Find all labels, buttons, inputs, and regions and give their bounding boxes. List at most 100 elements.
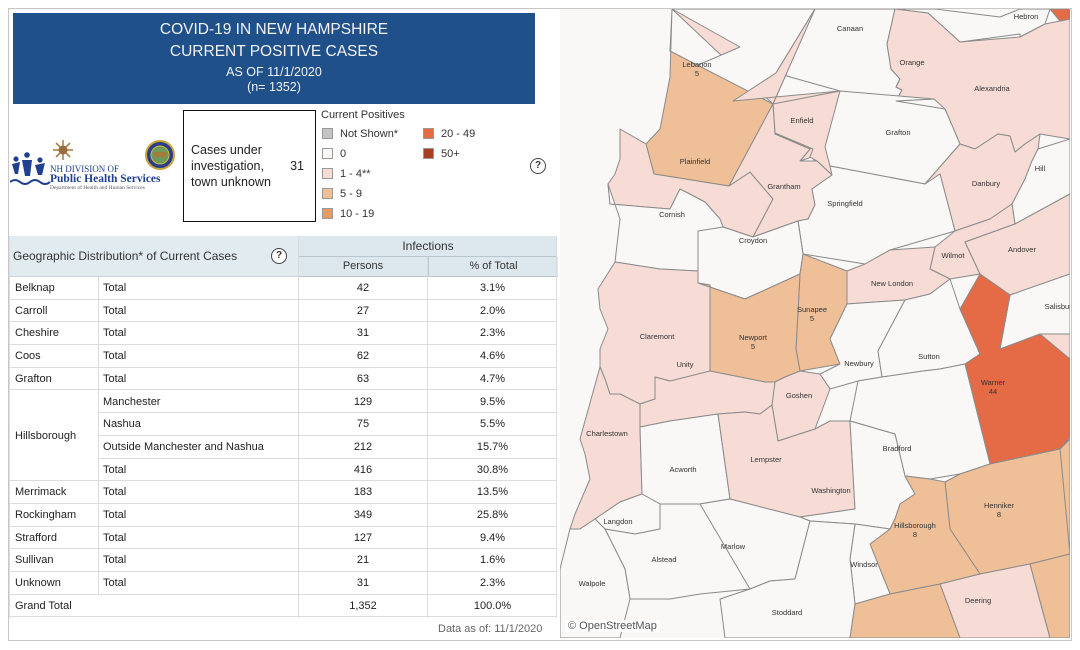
persons-column-header[interactable]: Persons <box>299 257 427 277</box>
legend-label: Not Shown* <box>340 127 399 140</box>
county-cell: Coos <box>15 350 41 363</box>
table-row[interactable]: Coos Total 62 4.6% <box>9 345 557 368</box>
cases-under-investigation-value: 31 <box>290 159 304 173</box>
subgroup-cell: Total <box>103 577 127 590</box>
legend-label: 50+ <box>441 147 460 160</box>
legend-item-50-plus[interactable]: 50+ <box>423 147 460 160</box>
table-row[interactable]: Total 416 30.8% <box>9 459 557 482</box>
logo-line-1: NH DIVISION OF <box>50 164 119 174</box>
town-region-deering[interactable] <box>939 563 1051 638</box>
persons-cell: 31 <box>356 327 370 340</box>
table-row[interactable]: Hillsborough Nashua 75 5.5% <box>9 413 557 442</box>
town-label: Plainfield <box>680 157 710 166</box>
legend-swatch <box>322 188 333 199</box>
persons-cell: 42 <box>356 282 370 294</box>
pct-cell: 9.5% <box>479 395 506 408</box>
town-label: Alexandria <box>974 84 1010 93</box>
table-help-icon[interactable]: ? <box>271 248 287 264</box>
town-region-seorange2[interactable] <box>849 583 961 638</box>
choropleth-map[interactable]: Canaan Lebanon 5 Orange Hebron Alexandria Enfi… <box>560 9 1070 638</box>
town-label: Hebron <box>1014 12 1039 21</box>
grand-total-row[interactable]: Grand Total 1,352 100.0% <box>9 595 557 618</box>
table-row[interactable]: Sullivan Total 21 1.6% <box>9 549 557 573</box>
table-row[interactable]: Merrimack Total 183 13.5% <box>9 481 557 504</box>
table-row[interactable]: Unknown Total 31 2.3% <box>9 572 557 595</box>
town-label: Claremont <box>640 332 676 341</box>
town-case-count: 5 <box>810 314 814 323</box>
map-svg[interactable]: CanaanLebanon5OrangeHebronAlexandriaEnfi… <box>560 9 1070 638</box>
town-label: Danbury <box>972 179 1001 188</box>
persons-cell: 75 <box>356 418 370 431</box>
title-line-1: COVID-19 IN NEW HAMPSHIRE <box>159 21 389 38</box>
table-row[interactable]: Belknap Total 42 3.1% <box>9 277 557 300</box>
town-case-count: 8 <box>913 530 917 539</box>
as-of-date: AS OF 11/1/2020 <box>226 65 322 79</box>
legend-item-20-49[interactable]: 20 - 49 <box>423 127 475 140</box>
openstreetmap-attribution[interactable]: © OpenStreetMap <box>565 620 660 632</box>
town-region-stoddard[interactable] <box>719 520 856 638</box>
subgroup-cell: Nashua <box>103 418 141 431</box>
town-label: Alstead <box>651 555 676 564</box>
subgroup-cell: Total <box>103 486 127 499</box>
pct-column-header[interactable]: % of Total <box>428 257 558 277</box>
persons-cell: 212 <box>353 440 373 453</box>
legend-help-icon[interactable]: ? <box>530 158 546 174</box>
persons-cell: 183 <box>353 486 373 499</box>
subgroup-cell: Total <box>103 350 127 363</box>
legend-label: 10 - 19 <box>340 207 375 220</box>
county-cell: Cheshire <box>15 327 60 340</box>
legend-swatch <box>322 128 333 139</box>
town-region-warner[interactable] <box>959 273 1070 465</box>
legend-item-5-9[interactable]: 5 - 9 <box>322 187 362 200</box>
subgroup-cell: Total <box>103 554 127 567</box>
town-label: Orange <box>899 58 924 67</box>
town-label: Henniker <box>984 501 1015 510</box>
pct-cell: 15.7% <box>476 440 509 453</box>
legend-swatch <box>423 128 434 139</box>
case-count: (n= 1352) <box>247 80 301 94</box>
table-row[interactable]: Strafford Total 127 9.4% <box>9 527 557 550</box>
town-label: Stoddard <box>772 608 802 617</box>
pct-cell: 4.7% <box>479 372 506 385</box>
pct-cell: 30.8% <box>476 463 509 476</box>
table-row[interactable]: Rockingham Total 349 25.8% <box>9 504 557 527</box>
subgroup-cell: Outside Manchester and Nashua <box>103 440 264 453</box>
town-label: Charlestown <box>586 429 628 438</box>
town-label: Washington <box>811 486 850 495</box>
table-row[interactable]: Cheshire Total 31 2.3% <box>9 322 557 346</box>
pct-cell: 25.8% <box>476 509 509 521</box>
town-label: Grafton <box>885 128 910 137</box>
subgroup-cell: Total <box>103 509 127 521</box>
county-cell: Carroll <box>15 304 48 317</box>
subgroup-cell: Total <box>103 372 127 385</box>
cases-under-investigation-label: Cases under investigation, town unknown <box>191 143 271 189</box>
table-row[interactable]: Manchester 129 9.5% <box>9 391 557 414</box>
table-row[interactable]: Carroll Total 27 2.0% <box>9 300 557 323</box>
cases-under-investigation-box: Cases under investigation, town unknown … <box>183 110 316 222</box>
subgroup-cell: Total <box>103 327 127 340</box>
legend-swatch <box>322 168 333 179</box>
town-region-acworth[interactable] <box>639 413 731 505</box>
row-divider <box>98 457 557 459</box>
town-label: Bradford <box>883 444 912 453</box>
table-title: Geographic Distribution* of Current Case… <box>13 249 238 263</box>
persons-cell: 63 <box>356 372 370 385</box>
town-region-seorange1[interactable] <box>1029 438 1070 638</box>
county-cell: Belknap <box>15 282 55 294</box>
legend-item-not-shown[interactable]: Not Shown* <box>322 127 398 140</box>
table-row[interactable]: Grafton Total 63 4.7% <box>9 368 557 391</box>
county-cell: Strafford <box>15 531 57 544</box>
town-label: Lempster <box>750 455 782 464</box>
persons-cell: 129 <box>353 395 373 408</box>
legend-swatch <box>423 148 434 159</box>
town-case-count: 8 <box>997 510 1001 519</box>
logo-line-2: Public Health Services <box>50 173 161 185</box>
town-label: Windsor <box>850 560 878 569</box>
grand-total-label: Grand Total <box>15 599 72 612</box>
table-row[interactable]: Outside Manchester and Nashua 212 15.7% <box>9 436 557 459</box>
legend-item-1-4[interactable]: 1 - 4** <box>322 167 371 180</box>
legend-item-10-19[interactable]: 10 - 19 <box>322 207 374 220</box>
town-region-edge[interactable] <box>1049 9 1070 22</box>
town-region-walpole[interactable] <box>560 518 631 638</box>
legend-item-0[interactable]: 0 <box>322 147 346 160</box>
